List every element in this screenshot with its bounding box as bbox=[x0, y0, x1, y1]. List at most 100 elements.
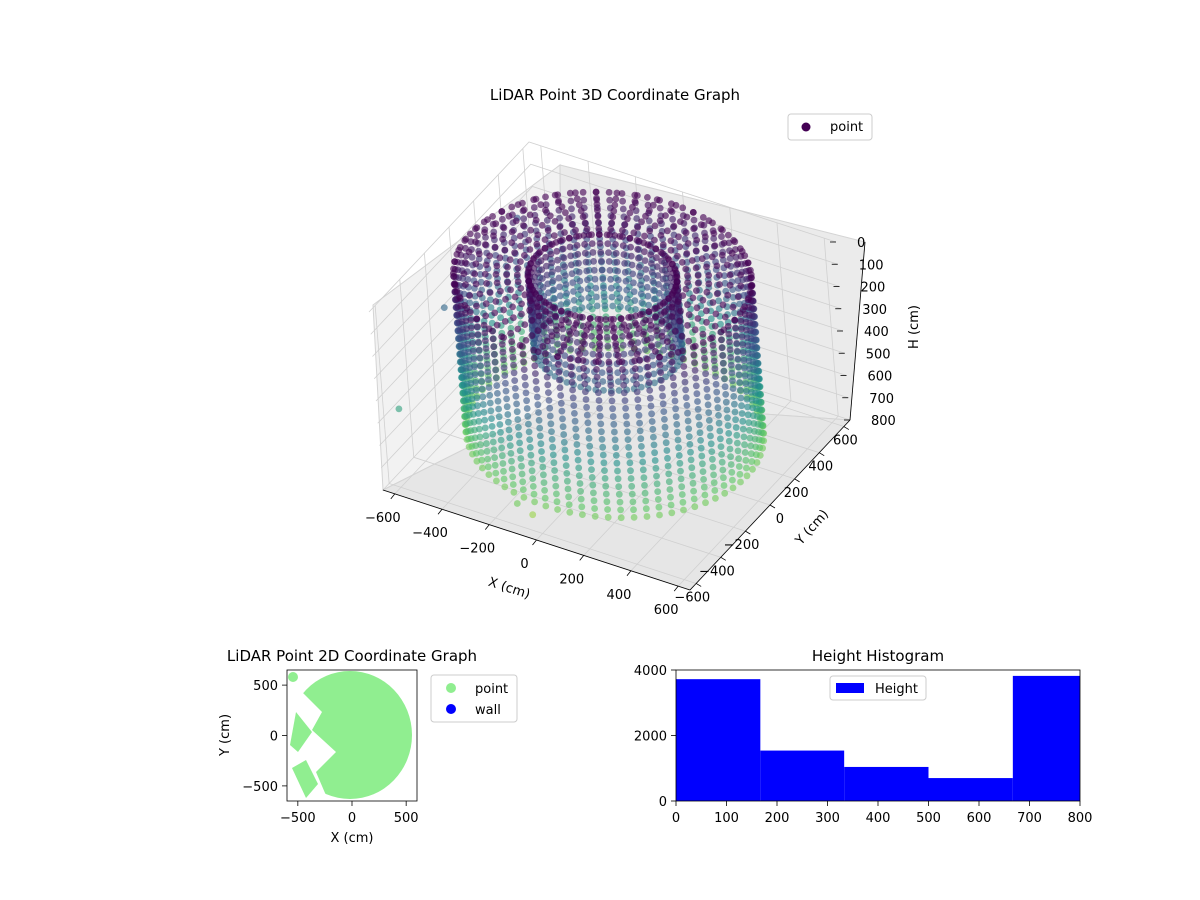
cloud-point bbox=[551, 474, 559, 482]
cloud-point bbox=[679, 204, 687, 212]
cloud-point bbox=[581, 349, 589, 357]
cloud-point bbox=[587, 458, 595, 466]
cloud-point bbox=[611, 436, 619, 444]
cloud-point bbox=[590, 489, 597, 497]
cloud-point bbox=[538, 221, 546, 229]
cloud-point bbox=[539, 343, 547, 350]
cloud-point bbox=[571, 417, 579, 425]
cloud-point bbox=[505, 212, 513, 220]
cloud-point bbox=[553, 326, 560, 334]
cloud-point bbox=[568, 205, 575, 213]
cloud-point bbox=[717, 320, 724, 328]
cloud-point bbox=[696, 421, 703, 429]
cloud-point bbox=[651, 457, 659, 464]
cloud-point bbox=[628, 482, 636, 490]
cloud-point bbox=[646, 394, 654, 402]
cloud-point bbox=[594, 315, 602, 323]
point-blob-2d bbox=[287, 671, 412, 801]
cloud-point bbox=[490, 351, 498, 358]
cloud-point bbox=[500, 364, 508, 372]
cloud-point bbox=[472, 238, 479, 246]
cloud-point bbox=[476, 290, 484, 298]
cloud-point bbox=[581, 249, 589, 257]
cloud-point bbox=[561, 263, 568, 271]
cloud-point bbox=[668, 509, 676, 517]
chart-histogram: Height Histogram 0 100 200 300 400 500 600 700 8… bbox=[634, 647, 1093, 826]
cloud-point bbox=[527, 297, 534, 305]
cloud-point bbox=[713, 290, 721, 298]
cloud-point bbox=[656, 361, 664, 369]
cloud-point bbox=[732, 324, 739, 332]
cloud-point bbox=[717, 328, 725, 336]
cloud-point bbox=[551, 295, 558, 302]
cloud-point bbox=[546, 412, 554, 420]
cloud-point bbox=[691, 326, 699, 334]
cloud-point bbox=[528, 332, 536, 339]
cloud-point bbox=[567, 252, 575, 260]
x-tick-label-hist: 400 bbox=[866, 811, 891, 826]
cloud-point bbox=[671, 397, 679, 405]
cloud-point bbox=[685, 311, 693, 319]
cloud-point bbox=[484, 455, 492, 463]
cloud-point bbox=[714, 404, 722, 412]
cloud-point bbox=[480, 401, 487, 408]
cloud-point bbox=[665, 470, 673, 478]
cloud-point bbox=[475, 250, 483, 258]
cloud-point bbox=[521, 321, 529, 328]
cloud-point bbox=[491, 243, 499, 251]
cloud-point bbox=[529, 483, 537, 490]
legend-3d: point bbox=[787, 113, 873, 141]
cloud-point bbox=[668, 358, 676, 366]
cloud-point bbox=[736, 379, 743, 386]
cloud-point bbox=[541, 236, 549, 244]
cloud-point bbox=[735, 455, 742, 463]
cloud-point bbox=[620, 321, 628, 328]
cloud-point bbox=[509, 353, 517, 361]
cloud-point bbox=[727, 453, 734, 461]
cloud-point bbox=[474, 232, 481, 239]
cloud-point bbox=[641, 257, 649, 264]
cloud-point bbox=[599, 451, 607, 459]
cloud-point bbox=[638, 443, 645, 450]
cloud-point bbox=[712, 373, 719, 380]
cloud-point bbox=[650, 295, 658, 303]
cloud-point bbox=[650, 441, 658, 449]
cloud-point bbox=[634, 192, 641, 199]
cloud-point bbox=[695, 413, 703, 421]
cloud-point bbox=[692, 374, 700, 382]
cloud-point bbox=[504, 411, 512, 418]
cloud-point bbox=[486, 399, 494, 407]
cloud-point bbox=[543, 373, 551, 381]
cloud-point bbox=[726, 338, 733, 346]
cloud-point bbox=[489, 213, 496, 220]
cloud-point bbox=[637, 290, 645, 298]
cloud-point bbox=[747, 442, 755, 450]
cloud-point bbox=[517, 258, 524, 265]
cloud-point bbox=[636, 356, 644, 364]
cloud-point bbox=[543, 271, 551, 279]
cloud-point bbox=[718, 344, 726, 352]
cloud-point bbox=[542, 253, 550, 261]
cloud-point bbox=[608, 322, 616, 329]
x-tick-label-hist: 700 bbox=[1017, 811, 1042, 826]
cloud-point bbox=[519, 350, 527, 358]
cloud-point bbox=[573, 330, 580, 337]
x-tick-label-3d: −600 bbox=[365, 511, 401, 526]
y-tick-label-hist: 4000 bbox=[634, 664, 667, 679]
cloud-point bbox=[734, 447, 742, 455]
cloud-point bbox=[529, 475, 537, 482]
chart-3d: LiDAR Point 3D Coordinate Graph −600 −400… bbox=[365, 86, 922, 618]
cloud-point bbox=[662, 212, 669, 220]
cloud-point bbox=[721, 383, 729, 391]
cloud-point bbox=[658, 318, 666, 325]
cloud-point bbox=[632, 373, 640, 380]
y-axis-label-3d: Y (cm) bbox=[792, 507, 832, 549]
cloud-point bbox=[493, 279, 501, 287]
z-tick-label-3d: 0 bbox=[857, 236, 865, 251]
cloud-point bbox=[492, 220, 500, 228]
cloud-point bbox=[669, 215, 676, 223]
cloud-point bbox=[561, 446, 569, 454]
cloud-point bbox=[500, 475, 508, 483]
cloud-point bbox=[663, 338, 671, 345]
cloud-point bbox=[703, 307, 710, 315]
